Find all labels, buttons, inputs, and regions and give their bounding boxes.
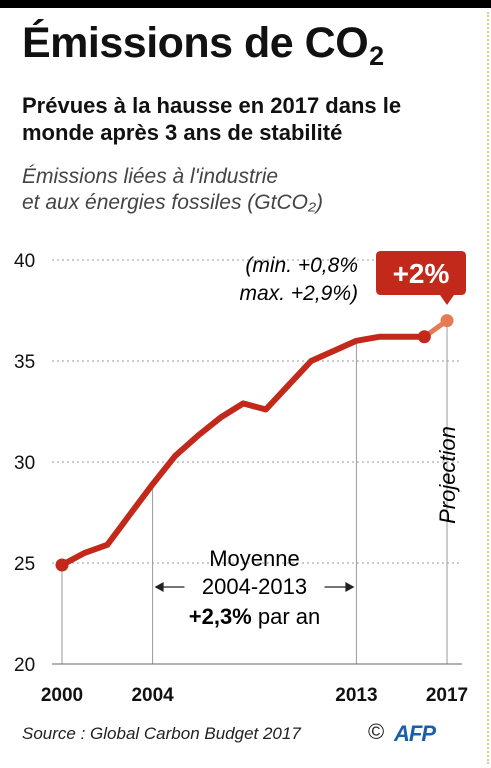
title-subscript: 2 xyxy=(369,41,384,71)
projection-label: Projection xyxy=(435,426,460,524)
average-label-line-3: +2,3% par an xyxy=(189,604,321,629)
y-tick-label: 35 xyxy=(14,352,35,373)
badge-background xyxy=(376,251,466,305)
x-tick-label: 2004 xyxy=(131,685,174,706)
average-arrow-right-head xyxy=(345,582,355,592)
emissions-line xyxy=(59,333,428,568)
unit-line-2: et aux énergies fossiles (GtCO₂) xyxy=(22,190,323,214)
annotations: +2% (min. +0,8% max. +2,9%) Projection Moyen… xyxy=(154,251,466,629)
x-tick-label: 2017 xyxy=(426,685,468,706)
range-annotation-line-1: (min. +0,8% xyxy=(245,254,358,277)
average-label-line-1: Moyenne xyxy=(209,546,300,571)
right-dotted-border xyxy=(487,12,489,764)
range-annotation-line-2: max. +2,9%) xyxy=(240,282,358,305)
grid xyxy=(52,259,462,665)
average-rate-unit: par an xyxy=(252,604,321,629)
afp-logo: AFP xyxy=(394,721,436,746)
badge-label: +2% xyxy=(393,258,450,289)
source-note: Source : Global Carbon Budget 2017 xyxy=(22,724,301,743)
unit-line-1: Émissions liées à l'industrie xyxy=(22,165,279,188)
x-tick-label: 2013 xyxy=(335,685,377,706)
data-point-2016 xyxy=(417,330,431,344)
title-text: Émissions de CO xyxy=(22,19,369,67)
y-tick-label: 40 xyxy=(14,251,35,272)
chart-subtitle: Prévues à la hausse en 2017 dans le mond… xyxy=(22,93,402,145)
average-arrow-left-head xyxy=(154,582,164,592)
average-rate-value: +2,3% xyxy=(189,604,252,629)
data-point-2000 xyxy=(55,558,69,572)
x-tick-label: 2000 xyxy=(41,685,83,706)
series xyxy=(55,314,454,572)
data-point-2017-projection xyxy=(440,314,454,328)
chart-title: Émissions de CO2 xyxy=(22,19,384,70)
top-border xyxy=(0,0,491,8)
copyright-symbol: © xyxy=(368,719,385,744)
y-tick-label: 30 xyxy=(14,453,35,474)
y-tick-label: 20 xyxy=(14,655,35,676)
y-tick-label: 25 xyxy=(14,554,35,575)
axis-ticks: 20 25 30 35 40 2000 2004 2013 2017 xyxy=(14,251,468,706)
unit-label: Émissions liées à l'industrie et aux éne… xyxy=(22,164,462,215)
average-label-line-2: 2004-2013 xyxy=(202,574,307,599)
